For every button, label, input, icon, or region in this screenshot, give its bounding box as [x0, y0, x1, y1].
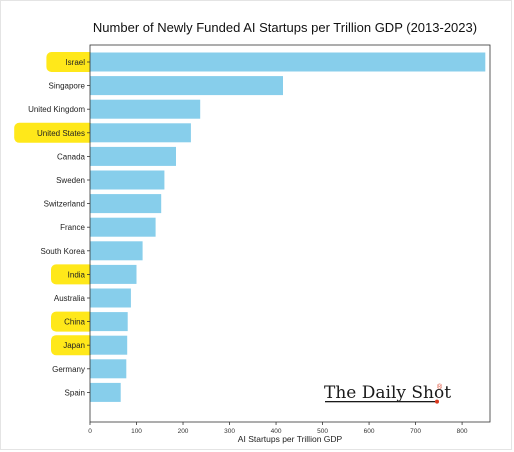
bar-japan — [90, 335, 128, 355]
category-label-south-korea: South Korea — [41, 247, 86, 256]
daily-shot-logo: The Daily Shot ® — [324, 383, 451, 404]
highlight-india — [51, 264, 94, 285]
x-tick-label-500: 500 — [317, 428, 328, 435]
bar-spain — [90, 382, 121, 402]
bar-china — [90, 312, 128, 332]
bar-france — [90, 217, 156, 237]
category-label-singapore: Singapore — [49, 82, 86, 91]
bars-group — [90, 52, 486, 402]
category-label-china: China — [64, 318, 85, 327]
bar-germany — [90, 359, 127, 379]
bar-sweden — [90, 170, 165, 190]
x-tick-label-100: 100 — [131, 428, 142, 435]
bar-singapore — [90, 76, 283, 96]
bar-united-kingdom — [90, 99, 201, 119]
x-tick-label-0: 0 — [88, 428, 92, 435]
category-label-spain: Spain — [65, 388, 85, 397]
chart-title: Number of Newly Funded AI Startups per T… — [93, 20, 477, 35]
bar-israel — [90, 52, 486, 72]
logo-text: The Daily Shot — [324, 383, 451, 403]
bar-south-korea — [90, 241, 143, 261]
highlight-marks — [14, 52, 95, 356]
logo-underline — [325, 401, 435, 403]
highlight-japan — [51, 335, 94, 356]
category-label-united-states: United States — [37, 129, 85, 138]
category-labels: Israel Singapore United Kingdom United Stat… — [28, 58, 90, 397]
category-label-france: France — [60, 223, 85, 232]
category-label-united-kingdom: United Kingdom — [28, 105, 85, 114]
category-label-israel: Israel — [65, 58, 85, 67]
x-tick-label-200: 200 — [178, 428, 189, 435]
bar-canada — [90, 146, 176, 166]
bar-india — [90, 264, 137, 284]
x-tick-label-300: 300 — [224, 428, 235, 435]
highlight-china — [51, 311, 94, 332]
category-label-sweden: Sweden — [56, 176, 85, 185]
logo-dot — [435, 399, 439, 404]
bar-united-states — [90, 123, 191, 143]
logo-registered-mark: ® — [437, 383, 443, 391]
category-label-canada: Canada — [57, 152, 86, 161]
highlight-united-states — [14, 122, 95, 143]
x-tick-label-600: 600 — [364, 428, 375, 435]
bar-switzerland — [90, 194, 162, 214]
category-label-india: India — [68, 270, 86, 279]
category-label-germany: Germany — [52, 365, 85, 374]
category-label-switzerland: Switzerland — [44, 200, 85, 209]
plot-area-frame — [89, 44, 491, 423]
x-axis-ticks: 0 100 200 300 400 500 600 700 800 — [88, 422, 468, 435]
x-tick-label-400: 400 — [271, 428, 282, 435]
x-axis-label: AI Startups per Trillion GDP — [238, 434, 343, 444]
category-label-australia: Australia — [54, 294, 86, 303]
highlight-israel — [46, 52, 94, 72]
x-tick-label-700: 700 — [410, 428, 421, 435]
bar-australia — [90, 288, 131, 308]
x-tick-label-800: 800 — [457, 428, 468, 435]
category-label-japan: Japan — [63, 341, 85, 350]
